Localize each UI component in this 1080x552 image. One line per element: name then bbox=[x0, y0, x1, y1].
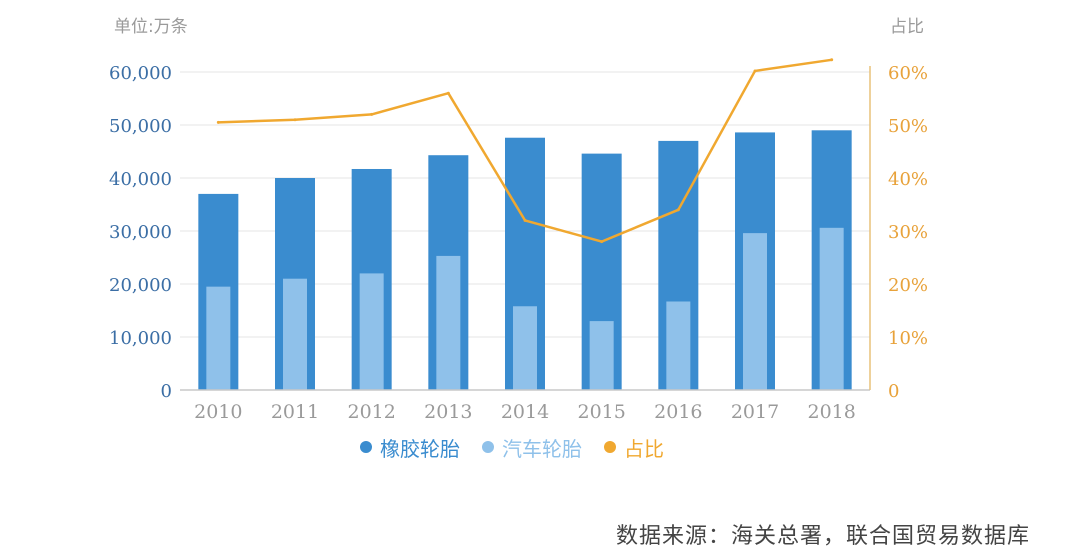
point-share bbox=[370, 112, 374, 116]
right-axis-tick-label: 30% bbox=[888, 222, 928, 243]
legend-dot-rubber-tire bbox=[360, 441, 372, 453]
bar-car-tire bbox=[206, 286, 231, 390]
legend-dot-share bbox=[604, 441, 616, 453]
category-label: 2018 bbox=[807, 401, 855, 423]
category-label: 2017 bbox=[731, 401, 779, 423]
legend-item-share[interactable]: 占比 bbox=[604, 433, 664, 462]
left-axis-tick-label: 40,000 bbox=[109, 169, 172, 190]
legend-dot-car-tire bbox=[482, 441, 494, 453]
legend-label-share: 占比 bbox=[624, 436, 664, 461]
category-label: 2013 bbox=[424, 401, 472, 423]
source-note: 数据来源：海关总署，联合国贸易数据库 bbox=[615, 524, 1030, 549]
point-share bbox=[216, 120, 220, 124]
left-axis-tick-label: 60,000 bbox=[109, 63, 172, 84]
point-share bbox=[600, 240, 604, 244]
bar-car-tire bbox=[819, 227, 844, 390]
point-share bbox=[523, 218, 527, 222]
bar-car-tire bbox=[359, 273, 384, 390]
legend-label-car-tire: 汽车轮胎 bbox=[502, 436, 582, 461]
legend-item-rubber-tire[interactable]: 橡胶轮胎 bbox=[360, 433, 460, 462]
bar-car-tire bbox=[666, 301, 691, 390]
right-axis-tick-label: 50% bbox=[888, 116, 928, 137]
category-label: 2016 bbox=[654, 401, 702, 423]
category-label: 2010 bbox=[194, 401, 242, 423]
right-axis-tick-label: 60% bbox=[888, 63, 928, 84]
point-share bbox=[753, 69, 757, 73]
point-share bbox=[830, 58, 834, 62]
right-axis-unit: 占比 bbox=[890, 17, 924, 37]
point-share bbox=[446, 91, 450, 95]
bar-car-tire bbox=[283, 278, 307, 390]
left-axis-unit: 单位:万条 bbox=[114, 17, 188, 37]
left-axis-tick-label: 50,000 bbox=[109, 116, 172, 137]
left-axis-tick-label: 10,000 bbox=[109, 328, 172, 349]
left-axis-tick-label: 20,000 bbox=[109, 275, 172, 296]
right-axis-tick-label: 40% bbox=[888, 169, 928, 190]
legend-item-car-tire[interactable]: 汽车轮胎 bbox=[482, 433, 582, 462]
left-axis-tick-label: 0 bbox=[161, 381, 172, 402]
bar-car-tire bbox=[743, 233, 767, 390]
point-share bbox=[676, 208, 680, 212]
legend: 橡胶轮胎 汽车轮胎 占比 bbox=[360, 432, 686, 462]
legend-label-rubber-tire: 橡胶轮胎 bbox=[380, 436, 460, 461]
right-axis-tick-label: 0 bbox=[888, 381, 899, 402]
point-share bbox=[293, 118, 297, 122]
bar-car-tire bbox=[513, 306, 537, 390]
category-label: 2015 bbox=[577, 401, 625, 423]
category-label: 2012 bbox=[347, 401, 395, 423]
bar-car-tire bbox=[589, 321, 614, 390]
category-label: 2014 bbox=[501, 401, 549, 423]
right-axis-tick-label: 20% bbox=[888, 275, 928, 296]
bar-car-tire bbox=[436, 255, 461, 390]
category-label: 2011 bbox=[271, 401, 319, 423]
left-axis-tick-label: 30,000 bbox=[109, 222, 172, 243]
right-axis-tick-label: 10% bbox=[888, 328, 928, 349]
